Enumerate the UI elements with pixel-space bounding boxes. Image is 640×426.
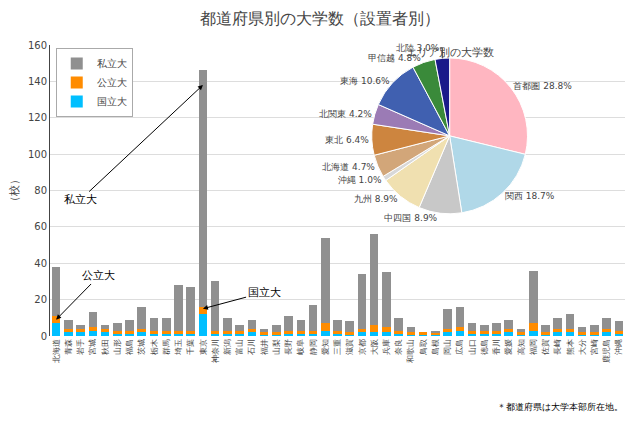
svg-text:大阪: 大阪: [370, 339, 379, 355]
svg-text:60: 60: [34, 221, 47, 232]
svg-text:長崎: 長崎: [553, 339, 562, 355]
svg-text:栃木: 栃木: [150, 339, 159, 355]
svg-text:山口: 山口: [468, 339, 477, 355]
svg-text:愛知: 愛知: [321, 339, 330, 355]
svg-text:（校）: （校）: [8, 174, 21, 207]
svg-text:140: 140: [28, 76, 47, 87]
svg-text:山梨: 山梨: [272, 339, 281, 355]
svg-text:岩手: 岩手: [76, 339, 85, 355]
svg-text:徳島: 徳島: [480, 339, 489, 355]
svg-text:国立大: 国立大: [248, 286, 281, 299]
svg-text:島根: 島根: [431, 339, 440, 355]
svg-text:鹿児島: 鹿児島: [602, 339, 611, 363]
svg-text:山形: 山形: [113, 339, 122, 355]
svg-text:国立大: 国立大: [97, 96, 127, 107]
svg-text:甲信越 4.8%: 甲信越 4.8%: [368, 53, 421, 63]
svg-text:佐賀: 佐賀: [541, 339, 550, 355]
svg-text:和歌山: 和歌山: [407, 339, 416, 363]
svg-text:北海道 4.7%: 北海道 4.7%: [322, 162, 375, 172]
svg-text:福井: 福井: [260, 339, 269, 355]
svg-text:茨城: 茨城: [137, 339, 146, 355]
svg-text:大分: 大分: [578, 339, 587, 355]
svg-text:私立大: 私立大: [97, 58, 127, 69]
svg-text:埼玉: 埼玉: [174, 339, 183, 356]
svg-text:石川: 石川: [247, 339, 256, 355]
svg-text:富山: 富山: [235, 339, 244, 355]
svg-text:鳥取: 鳥取: [419, 339, 428, 356]
svg-text:千葉: 千葉: [186, 339, 195, 355]
svg-text:宮城: 宮城: [88, 339, 97, 355]
svg-text:福島: 福島: [125, 339, 134, 355]
svg-text:都道府県別の大学数（設置者別）: 都道府県別の大学数（設置者別）: [200, 9, 440, 28]
svg-text:沖縄: 沖縄: [614, 339, 623, 355]
svg-text:20: 20: [34, 294, 47, 305]
svg-text:公立大: 公立大: [82, 269, 115, 282]
svg-text:首都圏 28.8%: 首都圏 28.8%: [513, 81, 572, 91]
svg-text:関西 18.7%: 関西 18.7%: [505, 191, 555, 201]
svg-text:0: 0: [41, 331, 47, 342]
svg-text:青森: 青森: [64, 339, 73, 355]
svg-text:東海 10.6%: 東海 10.6%: [340, 76, 390, 86]
svg-text:香川: 香川: [492, 339, 501, 355]
svg-text:岡山: 岡山: [443, 339, 452, 355]
svg-text:神奈川: 神奈川: [211, 339, 220, 363]
svg-text:静岡: 静岡: [309, 339, 318, 355]
svg-text:エリア別の大学数: エリア別の大学数: [406, 46, 494, 59]
svg-text:宮崎: 宮崎: [590, 339, 599, 355]
svg-text:広島: 広島: [455, 339, 464, 355]
svg-text:北関東 4.2%: 北関東 4.2%: [319, 109, 372, 119]
svg-text:沖縄 1.0%: 沖縄 1.0%: [338, 175, 382, 185]
svg-text:兵庫: 兵庫: [382, 339, 391, 355]
svg-text:160: 160: [28, 40, 47, 51]
svg-text:北海道: 北海道: [52, 339, 61, 363]
svg-text:100: 100: [28, 149, 47, 160]
svg-text:九州 8.9%: 九州 8.9%: [354, 194, 398, 204]
svg-text:40: 40: [34, 258, 47, 269]
svg-text:120: 120: [28, 112, 47, 123]
svg-text:公立大: 公立大: [97, 77, 127, 88]
svg-text:三重: 三重: [333, 339, 342, 355]
svg-text:80: 80: [34, 185, 47, 196]
svg-text:新潟: 新潟: [223, 339, 232, 355]
svg-text:高知: 高知: [517, 339, 526, 355]
svg-text:滋賀: 滋賀: [345, 339, 354, 355]
svg-text:＊都道府県は大学本部所在地。: ＊都道府県は大学本部所在地。: [497, 402, 623, 412]
svg-text:京都: 京都: [358, 339, 367, 355]
svg-text:東京: 東京: [199, 339, 208, 355]
svg-text:愛媛: 愛媛: [504, 339, 513, 355]
svg-text:熊本: 熊本: [566, 339, 575, 355]
svg-text:長野: 長野: [284, 339, 293, 355]
svg-text:私立大: 私立大: [64, 193, 97, 206]
svg-text:北陸 3.0%: 北陸 3.0%: [396, 43, 440, 53]
svg-text:東北 6.4%: 東北 6.4%: [325, 135, 369, 145]
svg-text:福岡: 福岡: [529, 339, 538, 355]
svg-text:岐阜: 岐阜: [296, 339, 305, 355]
svg-text:中四国 8.9%: 中四国 8.9%: [384, 213, 437, 223]
svg-text:奈良: 奈良: [394, 339, 403, 355]
svg-text:秋田: 秋田: [101, 339, 110, 355]
svg-text:群馬: 群馬: [162, 339, 171, 355]
